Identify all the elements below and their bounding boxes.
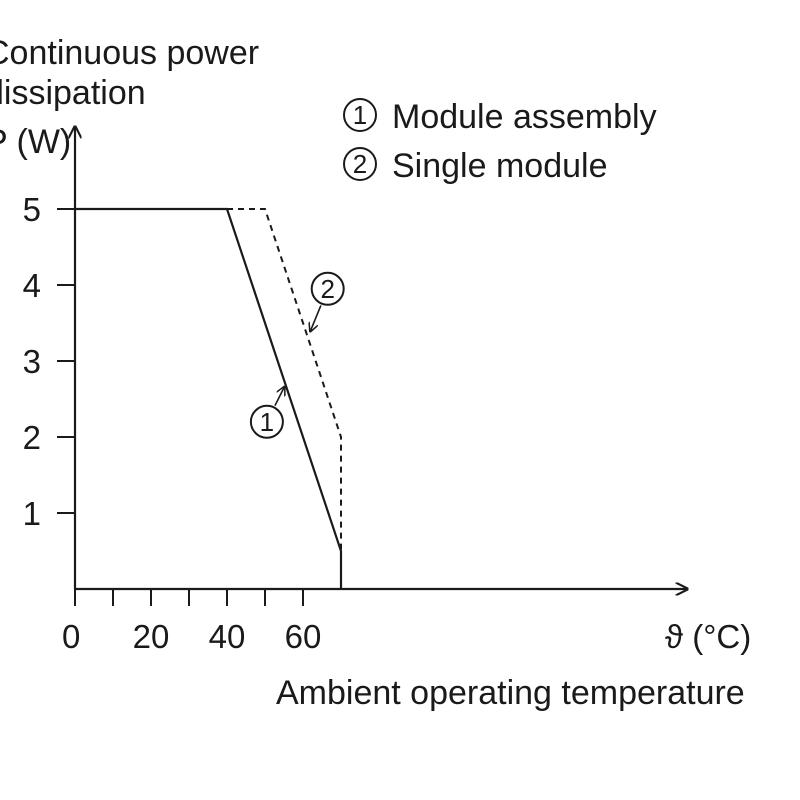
x-tick-label-0: 0 [62,618,80,655]
y-tick-label-2: 2 [23,419,41,456]
annotation-arrow-2 [311,305,322,330]
legend-marker-2-text: 2 [353,149,367,179]
y-axis-title-line-3: P (W) [0,123,71,161]
y-axis-title-line-1: Continuous power [0,34,259,72]
legend-label-module-assembly: Module assembly [392,98,657,136]
legend-item-single-module: 2 Single module [343,147,607,185]
axes [75,128,686,589]
legend-item-module-assembly: 1 Module assembly [343,98,657,136]
annotation-1: 1 [249,388,284,439]
y-tick-label-5: 5 [23,191,41,228]
y-ticks: 1 2 3 4 5 [23,191,75,532]
y-tick-label-4: 4 [23,267,41,304]
annotation-circle-2 [310,271,345,306]
y-tick-label-1: 1 [23,495,41,532]
legend-marker-1-text: 1 [353,100,367,130]
x-axis-label: ϑ (°C) [665,618,751,655]
series-layer [75,207,343,589]
legend-marker-circle-1 [343,98,377,132]
annotation-label-2: 2 [320,274,334,304]
x-axis-caption: Ambient operating temperature [276,674,745,712]
annotation-2: 2 [310,271,345,331]
x-tick-label-40: 40 [209,618,246,655]
x-tick-label-20: 20 [133,618,170,655]
legend-marker-circle-2 [343,147,377,181]
legend: 1 Module assembly 2 Single module [343,98,657,185]
series-line-single-module [227,208,342,551]
x-ticks: 0 20 40 60 [62,589,321,655]
annotation-circle-1 [249,404,284,439]
y-tick-label-3: 3 [23,343,41,380]
annotations: 12 [249,271,345,439]
legend-label-single-module: Single module [392,147,607,185]
annotation-label-1: 1 [260,407,274,437]
annotation-arrow-1 [274,388,284,407]
y-axis-title-line-2: dissipation [0,74,146,112]
series-line-module-assembly [75,207,343,589]
x-tick-label-60: 60 [285,618,322,655]
